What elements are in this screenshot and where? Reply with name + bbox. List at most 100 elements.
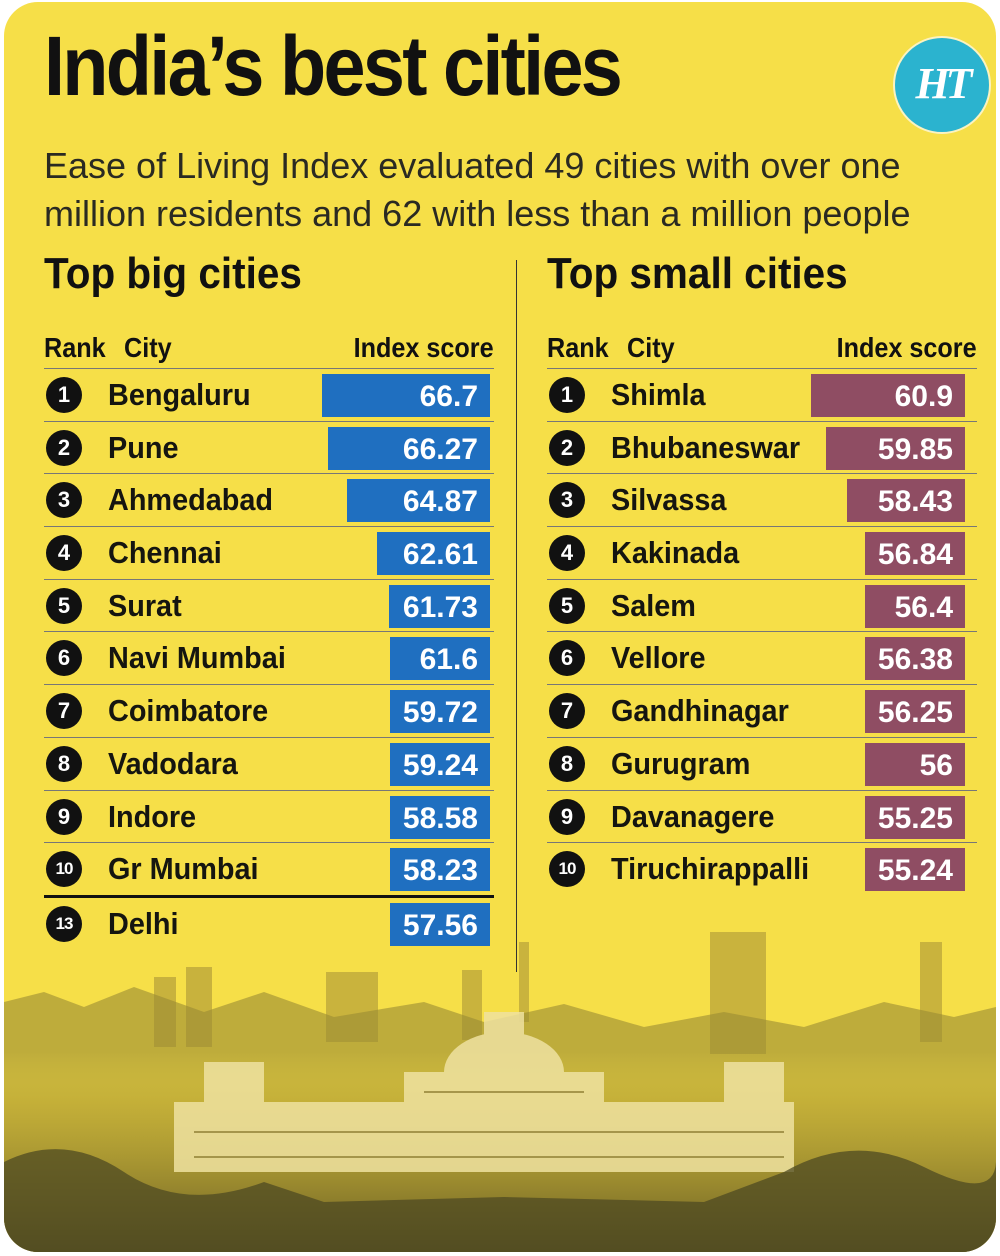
big-rank-header: Rank <box>44 332 106 363</box>
rank-badge: 6 <box>46 640 82 677</box>
rank-badge: 10 <box>549 851 585 888</box>
table-row: 5 Salem 56.4 <box>547 578 977 632</box>
score-bar: 59.72 <box>390 690 490 734</box>
city-name: Tiruchirappalli <box>611 851 810 887</box>
big-cities-section: Top big cities Rank City Index score 1 Be… <box>44 252 494 948</box>
city-name: Bengaluru <box>108 377 251 412</box>
score-bar: 61.6 <box>390 637 490 681</box>
rank-badge: 7 <box>549 693 585 730</box>
page-title: India’s best cities <box>44 19 623 113</box>
score-bar: 57.56 <box>390 902 490 946</box>
table-row: 1 Shimla 60.9 <box>547 368 977 421</box>
ht-logo: HT <box>893 36 991 134</box>
rank-badge: 3 <box>46 482 82 519</box>
big-cities-heading: Top big cities <box>44 249 302 298</box>
table-row: 7 Coimbatore 59.72 <box>44 684 494 737</box>
city-name: Ahmedabad <box>108 482 274 518</box>
city-skyline-illustration <box>4 932 996 1252</box>
big-city-header: City <box>124 332 172 363</box>
rank-badge: 4 <box>549 535 585 572</box>
rank-badge: 8 <box>46 745 82 782</box>
table-row: 5 Surat 61.73 <box>44 578 494 632</box>
rank-badge: 7 <box>46 693 82 730</box>
rank-badge: 6 <box>549 640 585 677</box>
score-bar: 66.27 <box>327 426 490 470</box>
rank-badge: 2 <box>46 429 82 466</box>
small-cities-column-headers: Rank City Index score <box>547 320 977 368</box>
table-row: 3 Ahmedabad 64.87 <box>44 473 494 526</box>
table-row: 13 Delhi 57.56 <box>44 894 494 948</box>
score-bar: 60.9 <box>811 374 965 417</box>
city-name: Kakinada <box>611 535 740 571</box>
city-name: Shimla <box>611 377 706 412</box>
table-row: 4 Chennai 62.61 <box>44 526 494 579</box>
score-bar: 55.24 <box>865 848 965 892</box>
city-name: Vellore <box>611 640 706 676</box>
score-bar: 56 <box>865 742 965 786</box>
table-row: 3 Silvassa 58.43 <box>547 473 977 526</box>
score-bar: 56.4 <box>865 584 965 628</box>
small-city-header: City <box>627 332 675 363</box>
table-row: 1 Bengaluru 66.7 <box>44 368 494 421</box>
city-name: Navi Mumbai <box>108 640 286 676</box>
table-row: 2 Bhubaneswar 59.85 <box>547 420 977 474</box>
rank-badge: 5 <box>549 587 585 624</box>
rank-badge: 3 <box>549 482 585 519</box>
score-bar: 62.61 <box>376 532 490 576</box>
small-cities-section: Top small cities Rank City Index score 1… <box>547 252 977 895</box>
city-name: Indore <box>108 798 197 834</box>
small-rank-header: Rank <box>547 332 609 363</box>
table-row: 4 Kakinada 56.84 <box>547 526 977 579</box>
city-name: Chennai <box>108 535 222 571</box>
city-name: Gurugram <box>611 745 751 781</box>
city-name: Vadodara <box>108 745 238 781</box>
score-bar: 59.85 <box>826 426 965 470</box>
table-row: 6 Vellore 56.38 <box>547 631 977 684</box>
table-row: 10 Gr Mumbai 58.23 <box>44 842 494 895</box>
table-row: 7 Gandhinagar 56.25 <box>547 684 977 737</box>
score-bar: 56.38 <box>865 637 965 681</box>
big-score-header: Index score <box>353 332 494 363</box>
table-row: 6 Navi Mumbai 61.6 <box>44 631 494 684</box>
score-bar: 61.73 <box>388 584 490 628</box>
score-bar: 56.25 <box>865 690 965 734</box>
table-row: 8 Vadodara 59.24 <box>44 736 494 790</box>
rank-badge: 1 <box>549 377 585 413</box>
rank-badge: 8 <box>549 745 585 782</box>
city-name: Surat <box>108 587 182 623</box>
rank-badge: 5 <box>46 587 82 624</box>
score-bar: 58.58 <box>390 795 490 839</box>
score-bar: 58.23 <box>390 848 490 892</box>
score-bar: 64.87 <box>346 479 490 523</box>
rank-badge: 13 <box>46 905 82 942</box>
big-cities-rows: 1 Bengaluru 66.7 2 Pune 66.27 3 Ahmedabad 64.87 4… <box>44 368 494 948</box>
rank-badge: 4 <box>46 535 82 572</box>
table-row: 10 Tiruchirappalli 55.24 <box>547 842 977 895</box>
rank-badge: 1 <box>46 377 82 413</box>
infographic-card: India’s best cities HT Ease of Living In… <box>4 2 996 1252</box>
table-row: 8 Gurugram 56 <box>547 736 977 790</box>
city-name: Bhubaneswar <box>611 429 801 465</box>
table-row: 9 Davanagere 55.25 <box>547 789 977 843</box>
score-bar: 59.24 <box>390 742 490 786</box>
small-cities-heading: Top small cities <box>547 249 848 298</box>
score-bar: 56.84 <box>865 532 965 576</box>
score-bar: 58.43 <box>846 479 965 523</box>
score-bar: 66.7 <box>322 374 490 417</box>
city-name: Gandhinagar <box>611 693 789 729</box>
rank-badge: 9 <box>549 798 585 835</box>
score-bar: 55.25 <box>865 795 965 839</box>
city-name: Salem <box>611 587 696 623</box>
city-name: Coimbatore <box>108 693 269 729</box>
table-row: 2 Pune 66.27 <box>44 420 494 474</box>
table-row: 9 Indore 58.58 <box>44 789 494 843</box>
city-name: Davanagere <box>611 798 775 834</box>
city-name: Silvassa <box>611 482 727 518</box>
rank-badge: 2 <box>549 429 585 466</box>
small-score-header: Index score <box>836 332 977 363</box>
column-divider <box>516 260 517 972</box>
big-cities-column-headers: Rank City Index score <box>44 320 494 368</box>
rank-badge: 10 <box>46 851 82 888</box>
rank-badge: 9 <box>46 798 82 835</box>
page-subtitle: Ease of Living Index evaluated 49 cities… <box>44 145 911 234</box>
